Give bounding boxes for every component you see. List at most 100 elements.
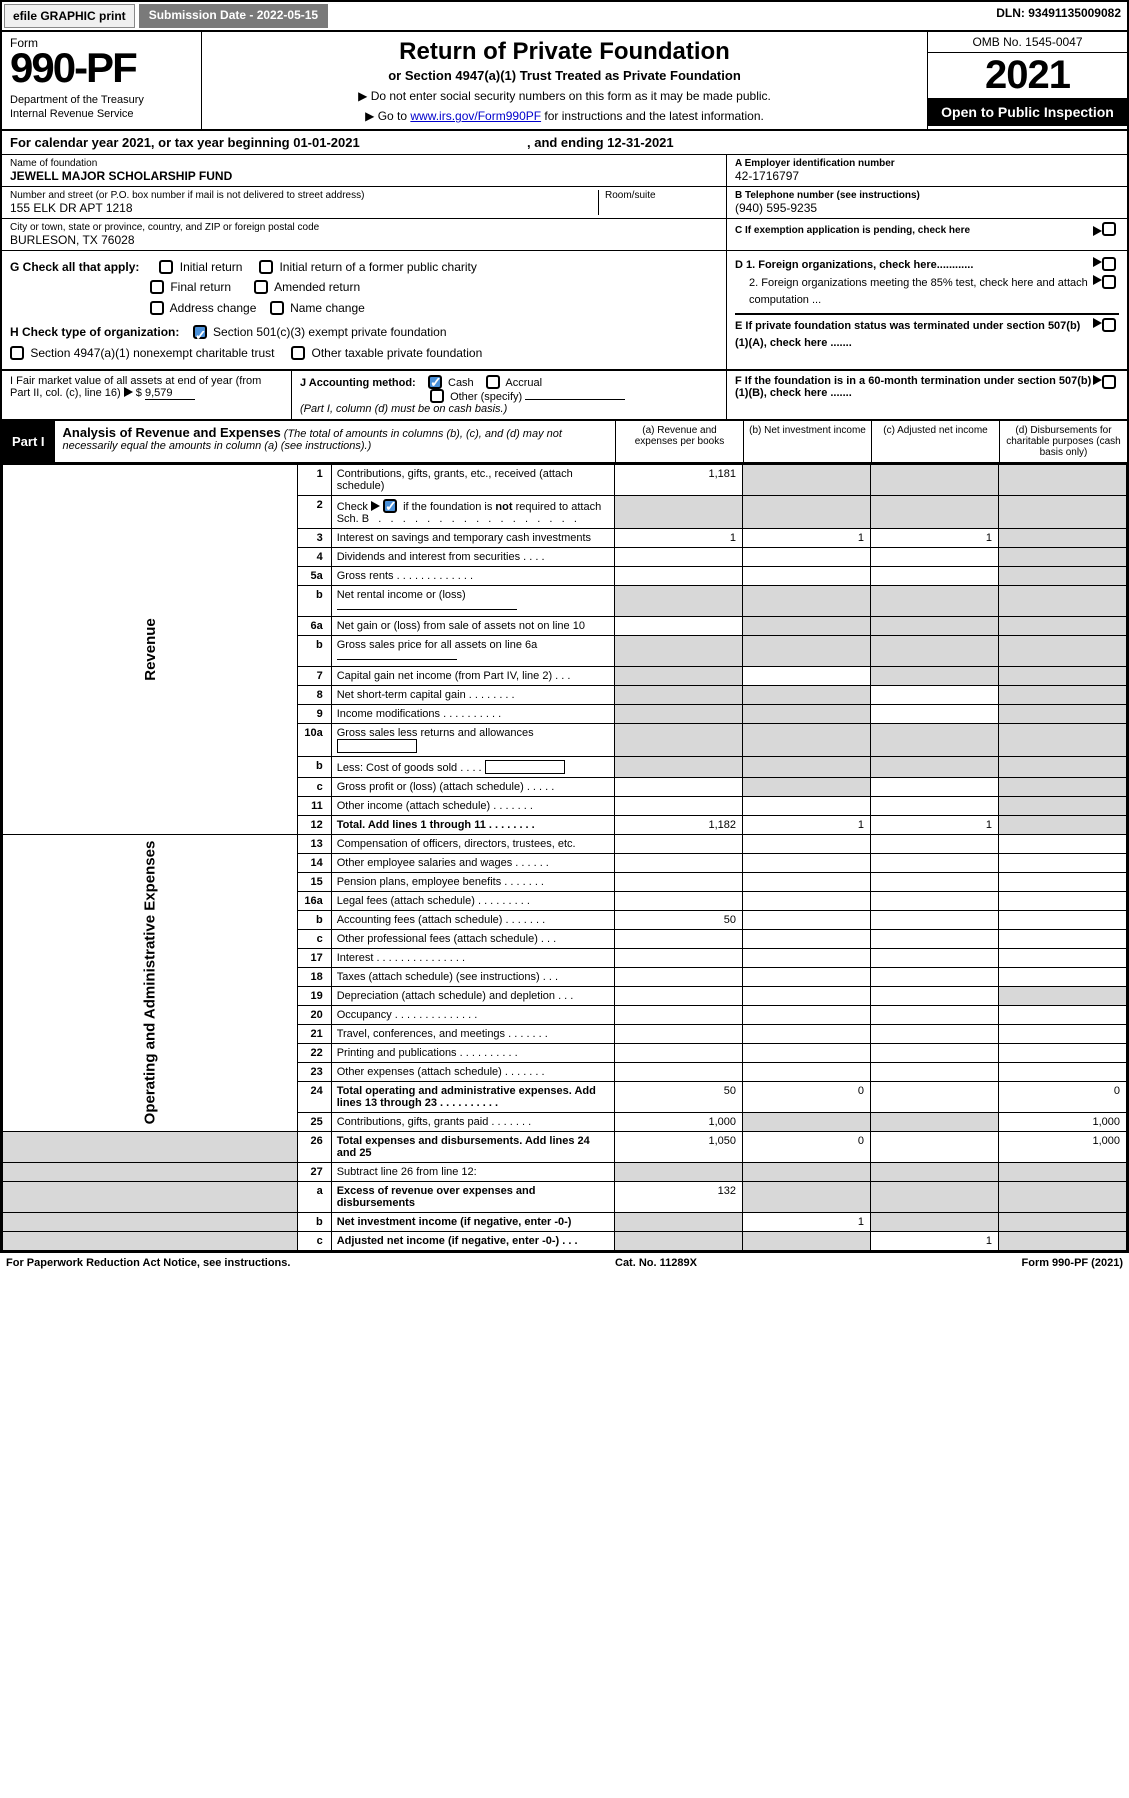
efile-print-button[interactable]: efile GRAPHIC print xyxy=(4,4,135,28)
j-label: J Accounting method: xyxy=(300,377,416,389)
g-name-change-checkbox[interactable] xyxy=(270,301,284,315)
d2-checkbox[interactable] xyxy=(1102,275,1116,289)
row-num: 27 xyxy=(297,1162,331,1181)
row-num: 4 xyxy=(297,547,331,566)
form-header-row: Form 990-PF Department of the Treasury I… xyxy=(2,32,1127,131)
row-num: 18 xyxy=(297,967,331,986)
j-other-checkbox[interactable] xyxy=(430,389,444,403)
arrow-icon xyxy=(124,387,133,397)
arrow-icon xyxy=(1093,318,1102,328)
page-footer: For Paperwork Reduction Act Notice, see … xyxy=(0,1253,1129,1273)
exemption-checkbox[interactable] xyxy=(1102,222,1116,236)
phone-value: (940) 595-9235 xyxy=(735,201,1119,215)
g-initial-return-checkbox[interactable] xyxy=(159,260,173,274)
row-desc: Depreciation (attach schedule) and deple… xyxy=(331,986,614,1005)
row-num: 5a xyxy=(297,566,331,585)
ein-label: A Employer identification number xyxy=(735,158,1119,169)
row-desc: Net short-term capital gain . . . . . . … xyxy=(331,685,614,704)
row-desc: Less: Cost of goods sold . . . . xyxy=(331,756,614,777)
note2-pre: ▶ Go to xyxy=(365,109,410,123)
row-desc: Other professional fees (attach schedule… xyxy=(331,929,614,948)
open-to-public-badge: Open to Public Inspection xyxy=(928,98,1127,126)
cell-d: 1,000 xyxy=(999,1112,1127,1131)
dln-label: DLN: 93491135009082 xyxy=(990,2,1127,30)
h-opt-501c3: Section 501(c)(3) exempt private foundat… xyxy=(213,325,446,339)
arrow-icon xyxy=(1093,275,1102,285)
row-num: b xyxy=(297,635,331,666)
row-desc: Interest . . . . . . . . . . . . . . . xyxy=(331,948,614,967)
row-num: 7 xyxy=(297,666,331,685)
col-d-header: (d) Disbursements for charitable purpose… xyxy=(999,421,1127,462)
row-num: 10a xyxy=(297,723,331,756)
table-row: Revenue 1Contributions, gifts, grants, e… xyxy=(3,464,1127,495)
row-desc: Net investment income (if negative, ente… xyxy=(331,1212,614,1231)
g-opt-initial: Initial return xyxy=(180,260,243,274)
d1-label: D 1. Foreign organizations, check here..… xyxy=(735,259,973,271)
note2-post: for instructions and the latest informat… xyxy=(541,109,764,123)
d2-label: 2. Foreign organizations meeting the 85%… xyxy=(735,275,1093,310)
header-note-ssn: ▶ Do not enter social security numbers o… xyxy=(212,89,917,103)
h-501c3-checkbox[interactable] xyxy=(193,325,207,339)
cell-b: 0 xyxy=(743,1081,871,1112)
row-num: 8 xyxy=(297,685,331,704)
table-row: aExcess of revenue over expenses and dis… xyxy=(3,1181,1127,1212)
row-desc: Gross profit or (loss) (attach schedule)… xyxy=(331,777,614,796)
table-row: 26Total expenses and disbursements. Add … xyxy=(3,1131,1127,1162)
row-desc: Compensation of officers, directors, tru… xyxy=(331,834,614,853)
g-final-return-checkbox[interactable] xyxy=(150,280,164,294)
cal-end: , and ending 12-31-2021 xyxy=(527,135,674,150)
irs-link[interactable]: www.irs.gov/Form990PF xyxy=(410,109,541,123)
row-num: 6a xyxy=(297,616,331,635)
j-accrual-checkbox[interactable] xyxy=(486,375,500,389)
row-num: 17 xyxy=(297,948,331,967)
form-ref: Form 990-PF (2021) xyxy=(1022,1257,1123,1269)
f-checkbox[interactable] xyxy=(1102,375,1116,389)
g-address-change-checkbox[interactable] xyxy=(150,301,164,315)
h-4947-checkbox[interactable] xyxy=(10,346,24,360)
h-opt-other: Other taxable private foundation xyxy=(312,346,483,360)
row-num: c xyxy=(297,777,331,796)
row-num: 14 xyxy=(297,853,331,872)
omb-number: OMB No. 1545-0047 xyxy=(928,32,1127,53)
row-num: 9 xyxy=(297,704,331,723)
row-num: 23 xyxy=(297,1062,331,1081)
row-num: 19 xyxy=(297,986,331,1005)
schb-checkbox[interactable] xyxy=(383,499,397,513)
row-desc: Travel, conferences, and meetings . . . … xyxy=(331,1024,614,1043)
col-b-header: (b) Net investment income xyxy=(743,421,871,462)
form-number: 990-PF xyxy=(10,44,193,92)
cell-b: 0 xyxy=(743,1131,871,1162)
row-num: 21 xyxy=(297,1024,331,1043)
tax-year: 2021 xyxy=(928,53,1127,98)
d1-checkbox[interactable] xyxy=(1102,257,1116,271)
row-num: 16a xyxy=(297,891,331,910)
h-label: H Check type of organization: xyxy=(10,325,179,339)
row-desc: Taxes (attach schedule) (see instruction… xyxy=(331,967,614,986)
e-checkbox[interactable] xyxy=(1102,318,1116,332)
g-opt-amended: Amended return xyxy=(274,280,360,294)
row-desc: Occupancy . . . . . . . . . . . . . . xyxy=(331,1005,614,1024)
row-desc: Interest on savings and temporary cash i… xyxy=(331,528,614,547)
expenses-side-label: Operating and Administrative Expenses xyxy=(141,841,158,1125)
row-desc: Capital gain net income (from Part IV, l… xyxy=(331,666,614,685)
i-value: 9,579 xyxy=(145,387,195,400)
row-desc: Gross rents . . . . . . . . . . . . . xyxy=(331,566,614,585)
cell-c: 1 xyxy=(871,528,999,547)
h-other-taxable-checkbox[interactable] xyxy=(291,346,305,360)
row-desc: Legal fees (attach schedule) . . . . . .… xyxy=(331,891,614,910)
g-label: G Check all that apply: xyxy=(10,260,139,274)
row-num: c xyxy=(297,929,331,948)
cell-a: 50 xyxy=(615,910,743,929)
row-desc: Other employee salaries and wages . . . … xyxy=(331,853,614,872)
room-label: Room/suite xyxy=(605,190,718,201)
row-num: b xyxy=(297,756,331,777)
g-opt-address: Address change xyxy=(170,301,257,315)
g-amended-checkbox[interactable] xyxy=(254,280,268,294)
revenue-side-label: Revenue xyxy=(141,618,158,681)
cell-a: 132 xyxy=(615,1181,743,1212)
g-initial-former-checkbox[interactable] xyxy=(259,260,273,274)
row-num: 22 xyxy=(297,1043,331,1062)
row-desc: Excess of revenue over expenses and disb… xyxy=(331,1181,614,1212)
g-opt-former: Initial return of a former public charit… xyxy=(279,260,476,274)
j-cash-checkbox[interactable] xyxy=(428,375,442,389)
